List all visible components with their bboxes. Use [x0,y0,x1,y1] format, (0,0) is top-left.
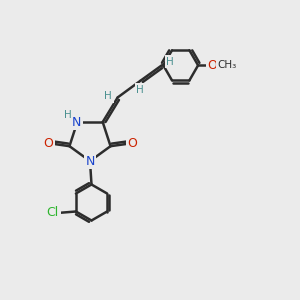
Text: CH₃: CH₃ [218,60,237,70]
Text: N: N [72,116,81,128]
Text: O: O [208,59,218,72]
Text: O: O [44,137,53,150]
Text: H: H [64,110,71,119]
Text: N: N [85,154,95,168]
Text: H: H [166,57,174,67]
Text: H: H [136,85,144,95]
Text: H: H [104,91,112,101]
Text: O: O [127,137,137,150]
Text: Cl: Cl [47,206,59,220]
